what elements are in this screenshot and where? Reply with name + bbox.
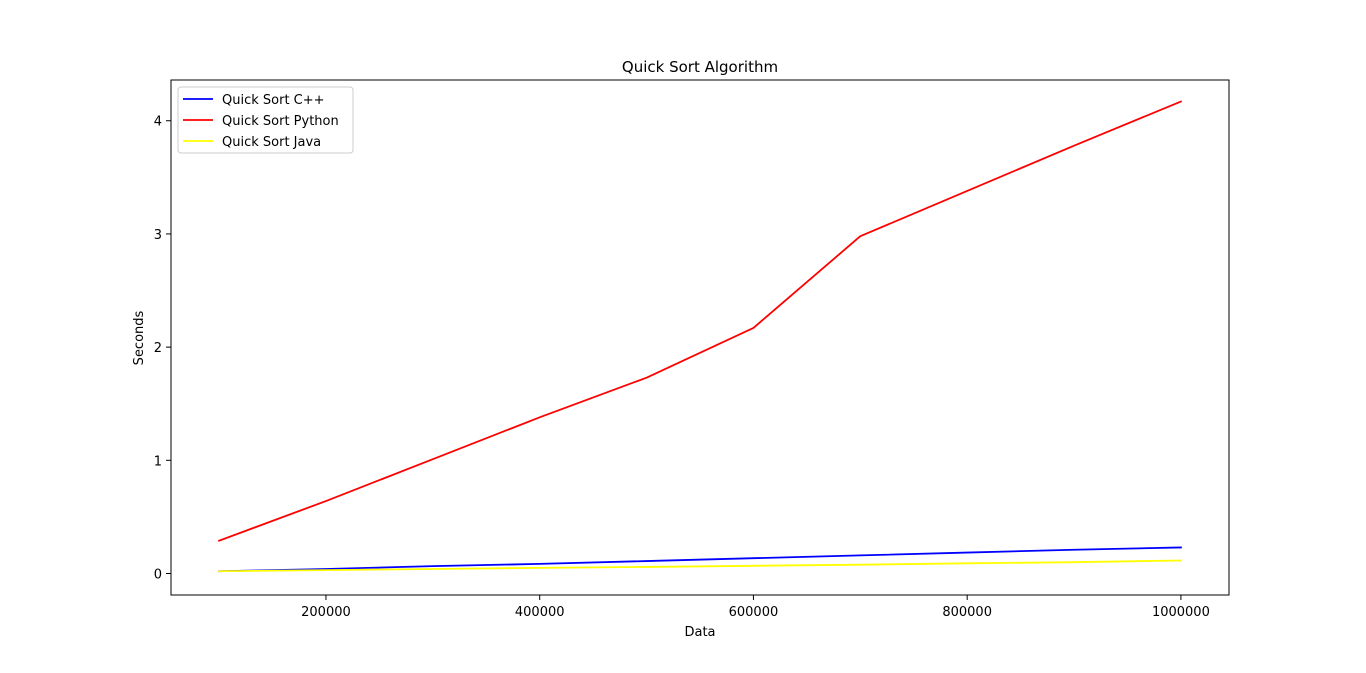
x-tick-label: 200000 (301, 605, 351, 620)
plot-frame (170, 79, 1230, 596)
x-tick-label: 600000 (729, 605, 779, 620)
legend-label-0: Quick Sort C++ (222, 93, 325, 108)
x-axis-label: Data (684, 625, 715, 640)
plot-area (217, 100, 1183, 573)
series-line-0 (218, 546, 1182, 573)
y-tick-label: 3 (154, 228, 162, 243)
x-axis: 200000 400000 600000 800000 1000000 (301, 595, 1210, 620)
legend-label-2: Quick Sort Java (222, 135, 321, 150)
legend: Quick Sort C++ Quick Sort Python Quick Sor… (177, 86, 354, 154)
y-tick-label: 1 (154, 454, 162, 469)
y-tick-label: 2 (154, 341, 162, 356)
x-tick-label: 1000000 (1152, 605, 1210, 620)
x-tick-label: 800000 (942, 605, 992, 620)
legend-box (177, 86, 354, 154)
chart-title: Quick Sort Algorithm (622, 58, 778, 76)
series-line-2 (218, 559, 1182, 573)
y-axis-label: Seconds (132, 310, 147, 365)
y-axis: 0 1 2 3 4 (154, 115, 171, 582)
x-tick-label: 400000 (515, 605, 565, 620)
y-tick-label: 4 (154, 115, 162, 130)
legend-label-1: Quick Sort Python (222, 114, 339, 129)
y-tick-label: 0 (154, 567, 162, 582)
series-line-1 (217, 100, 1183, 542)
